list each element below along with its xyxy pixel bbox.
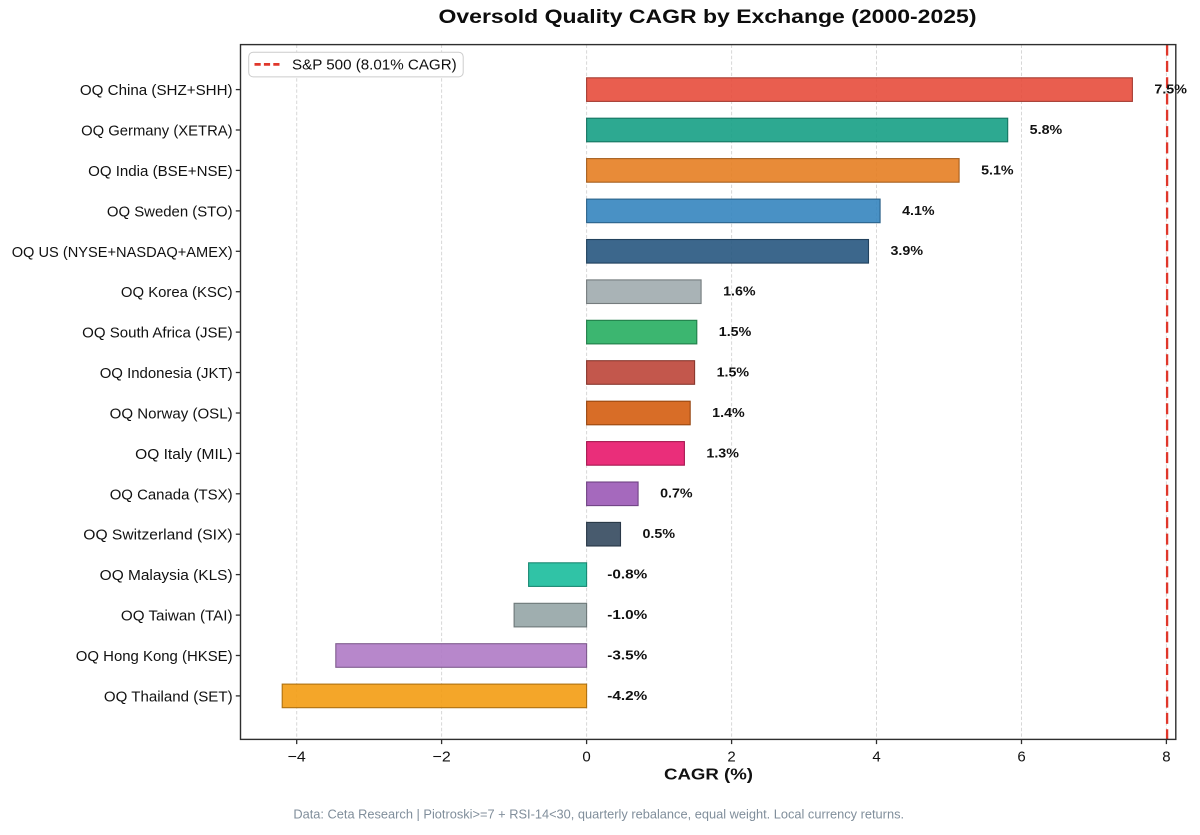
svg-text:0: 0 [582, 748, 590, 765]
svg-text:OQ Korea (KSC): OQ Korea (KSC) [121, 284, 233, 301]
svg-text:−4: −4 [288, 748, 306, 765]
svg-text:2: 2 [727, 748, 735, 765]
svg-text:1.4%: 1.4% [712, 405, 745, 420]
svg-text:Data: Ceta Research | Piotrosk: Data: Ceta Research | Piotroski>=7 + RSI… [293, 806, 904, 821]
svg-text:5.1%: 5.1% [981, 162, 1014, 177]
svg-text:OQ Sweden (STO): OQ Sweden (STO) [107, 203, 233, 220]
svg-text:OQ Indonesia (JKT): OQ Indonesia (JKT) [100, 365, 233, 382]
svg-text:OQ Taiwan (TAI): OQ Taiwan (TAI) [121, 608, 233, 625]
svg-text:1.5%: 1.5% [717, 364, 750, 379]
svg-text:4.1%: 4.1% [902, 203, 935, 218]
svg-text:-3.5%: -3.5% [607, 647, 648, 662]
svg-text:OQ Norway (OSL): OQ Norway (OSL) [110, 406, 233, 423]
svg-text:5.8%: 5.8% [1030, 122, 1063, 137]
svg-text:OQ Germany (XETRA): OQ Germany (XETRA) [81, 123, 233, 140]
svg-text:CAGR (%): CAGR (%) [664, 766, 753, 783]
svg-text:S&P 500 (8.01% CAGR): S&P 500 (8.01% CAGR) [292, 57, 457, 74]
svg-text:OQ US (NYSE+NASDAQ+AMEX): OQ US (NYSE+NASDAQ+AMEX) [12, 244, 233, 261]
svg-text:OQ Canada (TSX): OQ Canada (TSX) [110, 486, 233, 503]
svg-text:-4.2%: -4.2% [607, 688, 648, 703]
svg-text:1.6%: 1.6% [723, 284, 756, 299]
svg-text:OQ Hong Kong (HKSE): OQ Hong Kong (HKSE) [76, 648, 233, 665]
svg-text:3.9%: 3.9% [891, 243, 924, 258]
svg-text:OQ Malaysia (KLS): OQ Malaysia (KLS) [100, 567, 233, 584]
svg-text:OQ Thailand (SET): OQ Thailand (SET) [104, 688, 233, 705]
svg-text:-1.0%: -1.0% [607, 607, 648, 622]
svg-text:OQ Italy (MIL): OQ Italy (MIL) [135, 446, 232, 463]
svg-text:OQ Switzerland (SIX): OQ Switzerland (SIX) [83, 527, 232, 544]
svg-text:1.5%: 1.5% [719, 324, 752, 339]
svg-text:Oversold Quality CAGR by Excha: Oversold Quality CAGR by Exchange (2000-… [439, 7, 977, 28]
svg-text:4: 4 [872, 748, 880, 765]
svg-text:OQ China (SHZ+SHH): OQ China (SHZ+SHH) [80, 82, 233, 99]
svg-text:8: 8 [1162, 748, 1170, 765]
svg-text:-0.8%: -0.8% [607, 567, 648, 582]
svg-text:0.7%: 0.7% [660, 486, 693, 501]
svg-text:−2: −2 [433, 748, 451, 765]
svg-text:0.5%: 0.5% [643, 526, 676, 541]
svg-text:7.5%: 7.5% [1154, 82, 1187, 97]
svg-text:OQ India (BSE+NSE): OQ India (BSE+NSE) [88, 163, 233, 180]
svg-text:1.3%: 1.3% [706, 445, 739, 460]
svg-text:6: 6 [1017, 748, 1025, 765]
svg-text:OQ South Africa (JSE): OQ South Africa (JSE) [82, 325, 232, 342]
